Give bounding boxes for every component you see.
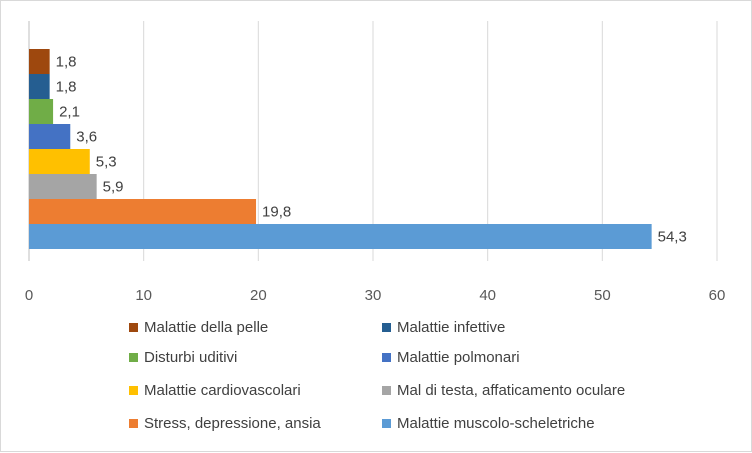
data-label: 54,3 [658, 229, 687, 246]
x-tick-label: 10 [135, 287, 152, 304]
x-tick-label: 0 [25, 287, 33, 304]
legend-swatch [129, 386, 138, 395]
legend-item: Malattie polmonari [382, 349, 520, 366]
x-tick-label: 40 [479, 287, 496, 304]
legend-item: Disturbi uditivi [129, 349, 237, 366]
legend-swatch [382, 353, 391, 362]
data-label: 1,8 [56, 54, 77, 71]
legend-label: Malattie infettive [397, 319, 506, 336]
data-label: 19,8 [262, 204, 291, 221]
legend-item: Malattie cardiovascolari [129, 382, 301, 399]
data-label: 3,6 [76, 129, 97, 146]
legend-swatch [382, 323, 391, 332]
data-label: 1,8 [56, 79, 77, 96]
data-label: 5,3 [96, 154, 117, 171]
bar [29, 99, 54, 124]
bar [29, 124, 71, 149]
bar [29, 149, 90, 174]
legend-label: Malattie muscolo-scheletriche [397, 415, 595, 432]
bar [29, 174, 97, 199]
bar [29, 224, 652, 249]
bar [29, 199, 257, 224]
legend-label: Malattie polmonari [397, 349, 520, 366]
legend-label: Disturbi uditivi [144, 349, 238, 366]
legend-label: Malattie cardiovascolari [144, 382, 301, 399]
legend-label: Malattie della pelle [144, 319, 269, 336]
bar [29, 74, 50, 99]
legend-label: Mal di testa, affaticamento oculare [397, 382, 626, 399]
legend-swatch [382, 386, 391, 395]
legend-item: Malattie infettive [382, 319, 505, 336]
bar [29, 49, 50, 74]
legend-label: Stress, depressione, ansia [144, 415, 321, 432]
x-tick-label: 30 [365, 287, 382, 304]
data-label: 5,9 [103, 179, 124, 196]
legend-swatch [129, 353, 138, 362]
legend-item: Stress, depressione, ansia [129, 415, 321, 432]
legend-item: Malattie muscolo-scheletriche [382, 415, 595, 432]
x-tick-label: 60 [709, 287, 726, 304]
legend-swatch [382, 419, 391, 428]
x-tick-label: 50 [594, 287, 611, 304]
legend-item: Mal di testa, affaticamento oculare [382, 382, 625, 399]
legend-item: Malattie della pelle [129, 319, 268, 336]
x-tick-label: 20 [250, 287, 267, 304]
data-label: 2,1 [59, 104, 80, 121]
legend-swatch [129, 419, 138, 428]
legend-swatch [129, 323, 138, 332]
